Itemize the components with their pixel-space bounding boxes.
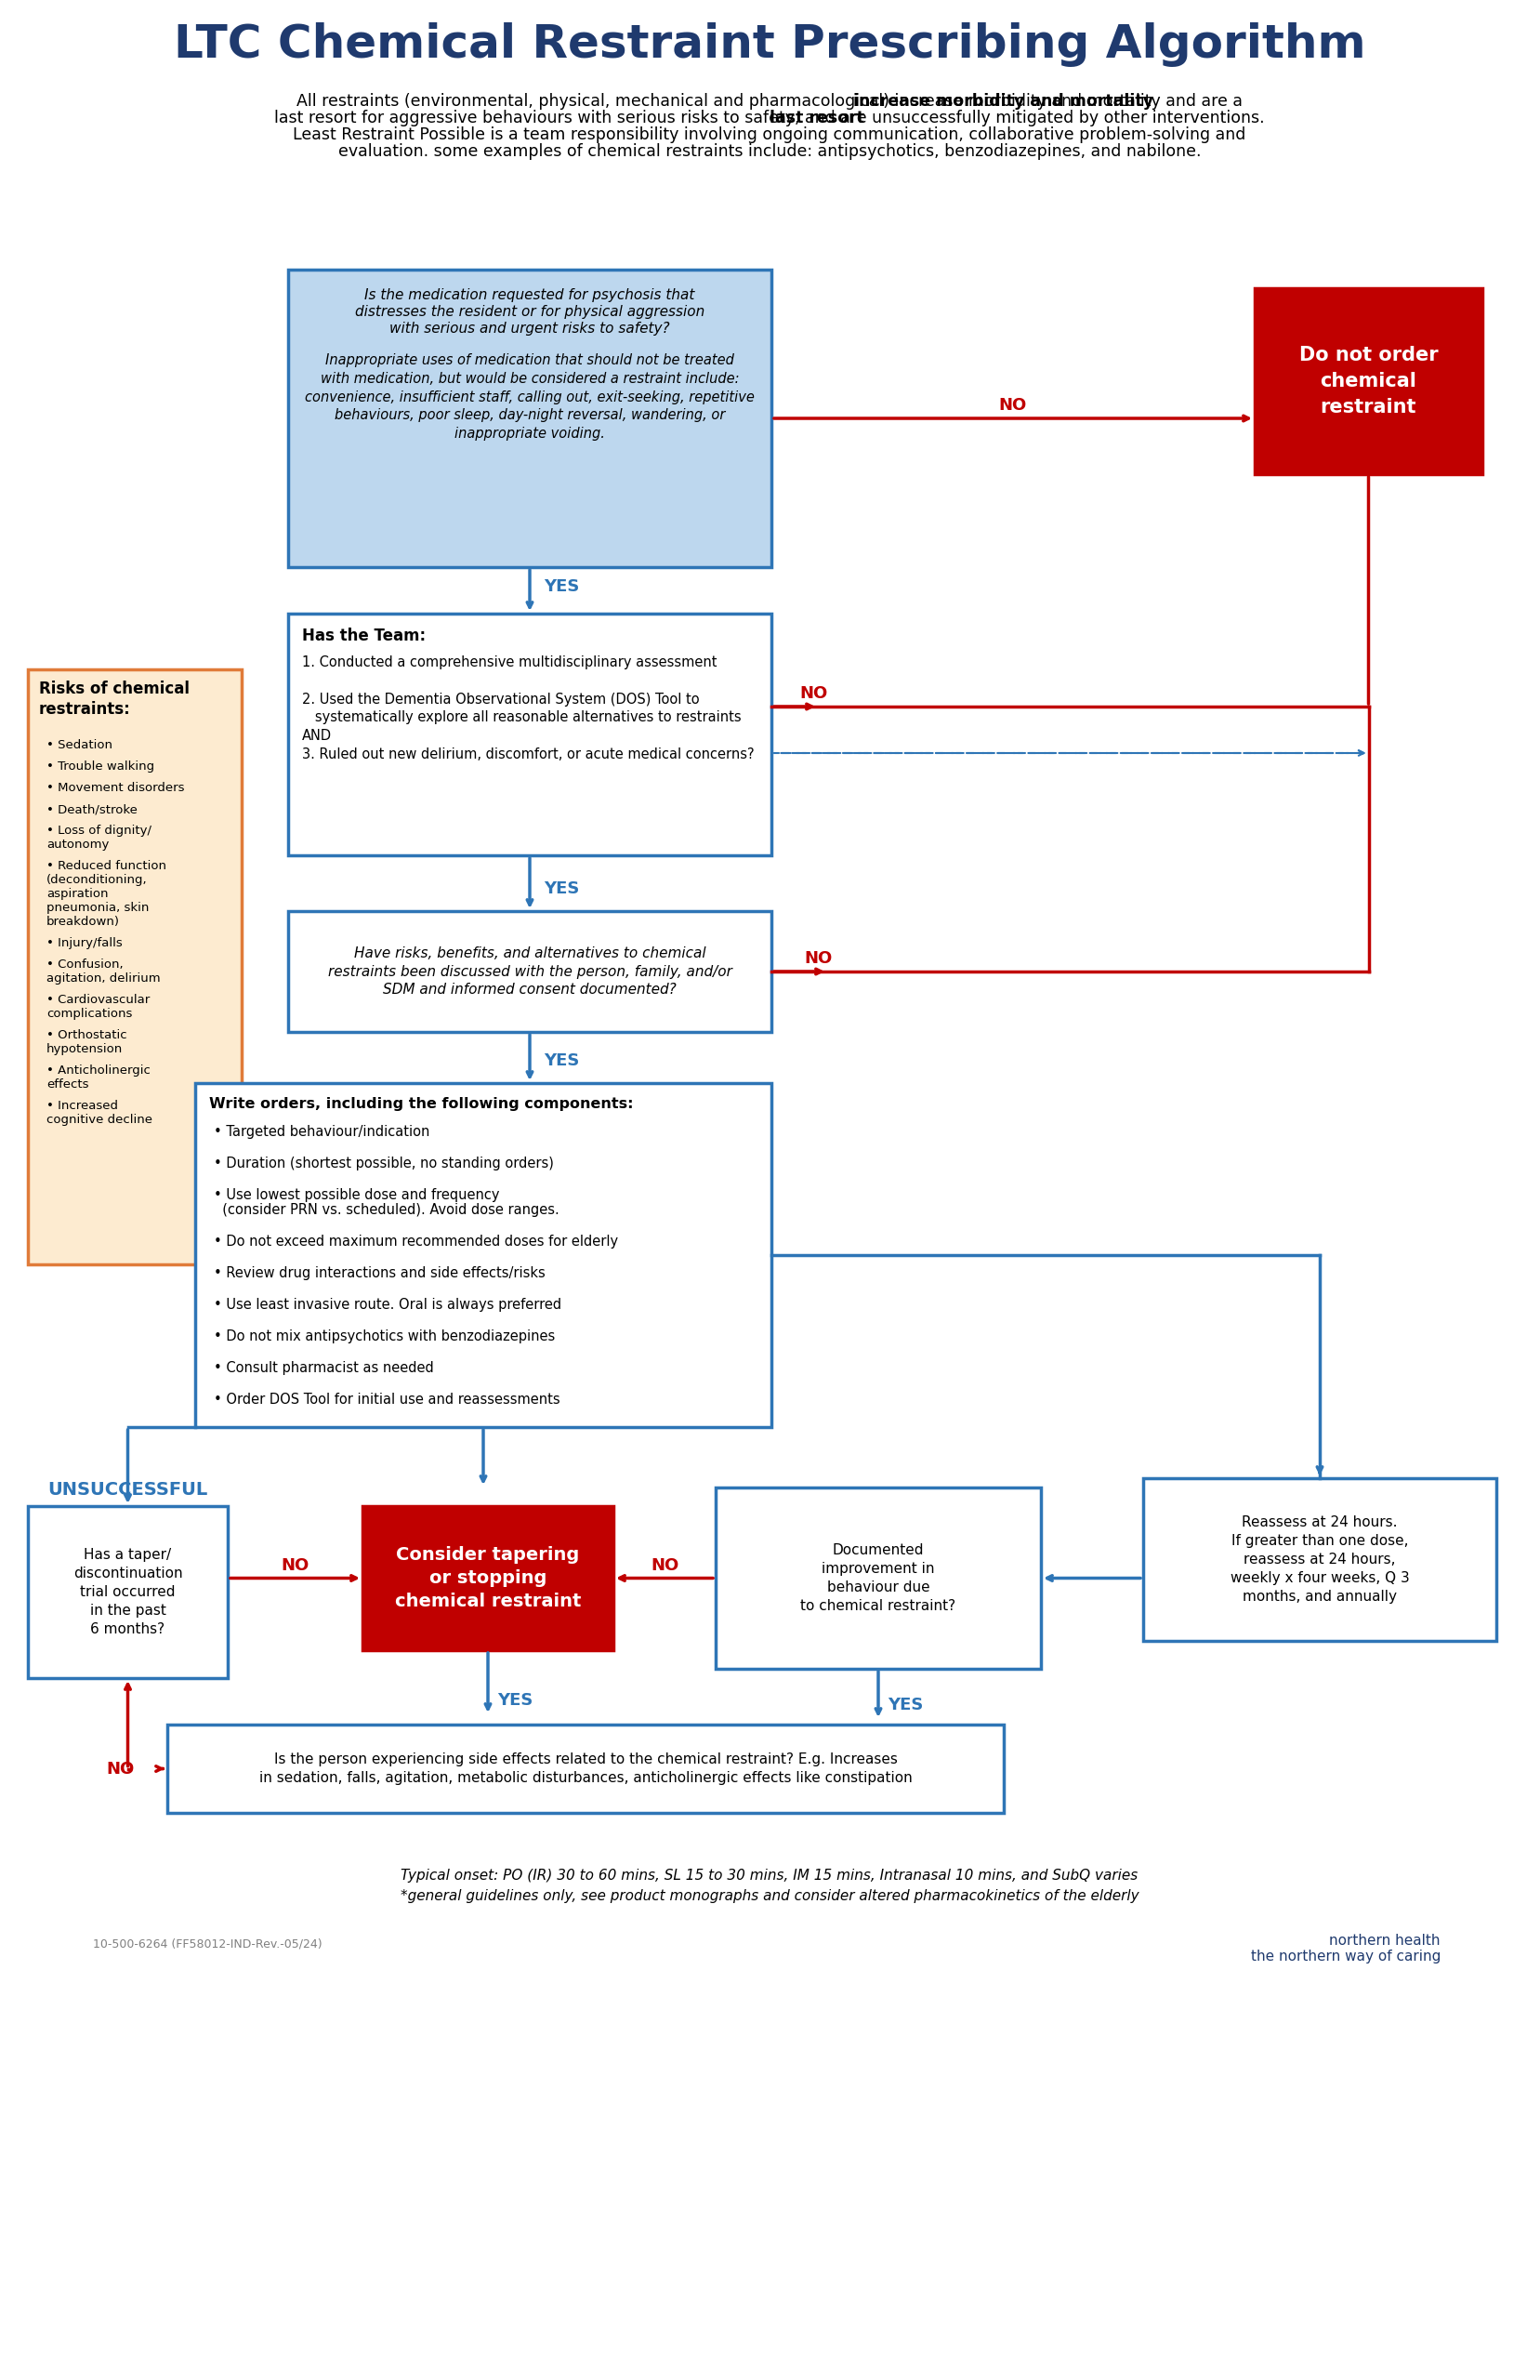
Text: • Orthostatic
hypotension: • Orthostatic hypotension (46, 1028, 126, 1054)
Text: NO: NO (799, 685, 827, 702)
Text: • Anticholinergic
effects: • Anticholinergic effects (46, 1064, 151, 1090)
Text: • Reduced function
(deconditioning,
aspiration
pneumonia, skin
breakdown): • Reduced function (deconditioning, aspi… (46, 859, 166, 928)
Text: 10-500-6264 (FF58012-IND-Rev.-05/24): 10-500-6264 (FF58012-IND-Rev.-05/24) (92, 1937, 322, 1952)
Text: distresses the resident or for physical aggression: distresses the resident or for physical … (354, 305, 705, 319)
Text: YES: YES (544, 1052, 579, 1069)
Text: Have risks, benefits, and alternatives to chemical
restraints been discussed wit: Have risks, benefits, and alternatives t… (328, 947, 732, 997)
FancyBboxPatch shape (28, 1507, 228, 1678)
Text: • Trouble walking: • Trouble walking (46, 762, 154, 774)
Text: • Movement disorders: • Movement disorders (46, 783, 185, 795)
Text: Risks of chemical
restraints:: Risks of chemical restraints: (39, 681, 189, 719)
Text: northern health
the northern way of caring: northern health the northern way of cari… (1250, 1933, 1440, 1964)
Text: • Death/stroke: • Death/stroke (46, 804, 137, 816)
Text: evaluation. some examples of chemical restraints include: antipsychotics, benzod: evaluation. some examples of chemical re… (339, 143, 1201, 159)
FancyBboxPatch shape (288, 614, 772, 854)
Text: • Targeted behaviour/indication: • Targeted behaviour/indication (214, 1126, 430, 1140)
Text: NO: NO (999, 397, 1027, 414)
FancyBboxPatch shape (716, 1488, 1041, 1668)
Text: Write orders, including the following components:: Write orders, including the following co… (209, 1097, 633, 1111)
Text: • Use least invasive route. Oral is always preferred: • Use least invasive route. Oral is alwa… (214, 1297, 562, 1311)
Text: • Order DOS Tool for initial use and reassessments: • Order DOS Tool for initial use and rea… (214, 1392, 561, 1407)
Text: *general guidelines only, see product monographs and consider altered pharmacoki: *general guidelines only, see product mo… (400, 1890, 1138, 1904)
FancyBboxPatch shape (288, 912, 772, 1033)
Text: • Do not exceed maximum recommended doses for elderly: • Do not exceed maximum recommended dose… (214, 1235, 618, 1250)
Text: • Confusion,
agitation, delirium: • Confusion, agitation, delirium (46, 959, 160, 985)
Text: Typical onset: PO (IR) 30 to 60 mins, SL 15 to 30 mins, IM 15 mins, Intranasal 1: Typical onset: PO (IR) 30 to 60 mins, SL… (400, 1868, 1138, 1883)
Text: with serious and urgent risks to safety?: with serious and urgent risks to safety? (390, 321, 670, 336)
FancyBboxPatch shape (362, 1507, 613, 1649)
Text: Inappropriate uses of medication that should not be treated
with medication, but: Inappropriate uses of medication that sh… (305, 352, 755, 440)
Text: • Review drug interactions and side effects/risks: • Review drug interactions and side effe… (214, 1266, 545, 1280)
Text: increase morbidity and mortality: increase morbidity and mortality (385, 93, 1153, 109)
Text: Is the person experiencing side effects related to the chemical restraint? E.g. : Is the person experiencing side effects … (259, 1752, 912, 1785)
Text: • Cardiovascular
complications: • Cardiovascular complications (46, 995, 149, 1021)
FancyBboxPatch shape (1143, 1478, 1497, 1640)
Text: NO: NO (804, 950, 832, 966)
Text: Consider tapering
or stopping
chemical restraint: Consider tapering or stopping chemical r… (394, 1547, 581, 1611)
Text: Least Restraint Possible is a team responsibility involving ongoing communicatio: Least Restraint Possible is a team respo… (293, 126, 1246, 143)
Text: All restraints (environmental, physical, mechanical and pharmacological) increas: All restraints (environmental, physical,… (297, 93, 1243, 109)
Text: YES: YES (544, 578, 579, 595)
Text: last resort for aggressive behaviours with serious risks to safety, and are unsu: last resort for aggressive behaviours wi… (274, 109, 1264, 126)
Text: LTC Chemical Restraint Prescribing Algorithm: LTC Chemical Restraint Prescribing Algor… (174, 21, 1366, 67)
FancyBboxPatch shape (196, 1083, 772, 1428)
Text: Reassess at 24 hours.
If greater than one dose,
reassess at 24 hours,
weekly x f: Reassess at 24 hours. If greater than on… (1230, 1516, 1409, 1604)
Text: YES: YES (887, 1697, 924, 1714)
Text: 1. Conducted a comprehensive multidisciplinary assessment

2. Used the Dementia : 1. Conducted a comprehensive multidiscip… (302, 654, 755, 762)
Text: • Increased
cognitive decline: • Increased cognitive decline (46, 1100, 152, 1126)
Text: Is the medication requested for psychosis that: Is the medication requested for psychosi… (365, 288, 695, 302)
Text: Has a taper/
discontinuation
trial occurred
in the past
6 months?: Has a taper/ discontinuation trial occur… (72, 1549, 182, 1635)
Text: • Duration (shortest possible, no standing orders): • Duration (shortest possible, no standi… (214, 1157, 554, 1171)
Text: (consider PRN vs. scheduled). Avoid dose ranges.: (consider PRN vs. scheduled). Avoid dose… (214, 1202, 559, 1216)
FancyBboxPatch shape (168, 1726, 1004, 1814)
Text: last resort: last resort (770, 109, 864, 126)
Text: • Injury/falls: • Injury/falls (46, 938, 123, 950)
Text: Has the Team:: Has the Team: (302, 628, 425, 645)
Text: NO: NO (650, 1557, 679, 1573)
Text: UNSUCCESSFUL: UNSUCCESSFUL (48, 1480, 208, 1499)
Text: YES: YES (544, 881, 579, 897)
FancyBboxPatch shape (1255, 288, 1483, 474)
Text: NO: NO (106, 1761, 136, 1778)
Text: • Sedation: • Sedation (46, 740, 112, 752)
Text: YES: YES (497, 1692, 533, 1709)
Text: • Loss of dignity/
autonomy: • Loss of dignity/ autonomy (46, 823, 151, 850)
Text: • Do not mix antipsychotics with benzodiazepines: • Do not mix antipsychotics with benzodi… (214, 1330, 554, 1342)
FancyBboxPatch shape (288, 269, 772, 566)
Text: • Consult pharmacist as needed: • Consult pharmacist as needed (214, 1361, 434, 1376)
Text: Documented
improvement in
behaviour due
to chemical restraint?: Documented improvement in behaviour due … (801, 1545, 956, 1614)
FancyBboxPatch shape (28, 669, 242, 1264)
Text: • Use lowest possible dose and frequency: • Use lowest possible dose and frequency (214, 1188, 499, 1202)
Text: NO: NO (280, 1557, 310, 1573)
Text: Do not order
chemical
restraint: Do not order chemical restraint (1300, 345, 1438, 416)
